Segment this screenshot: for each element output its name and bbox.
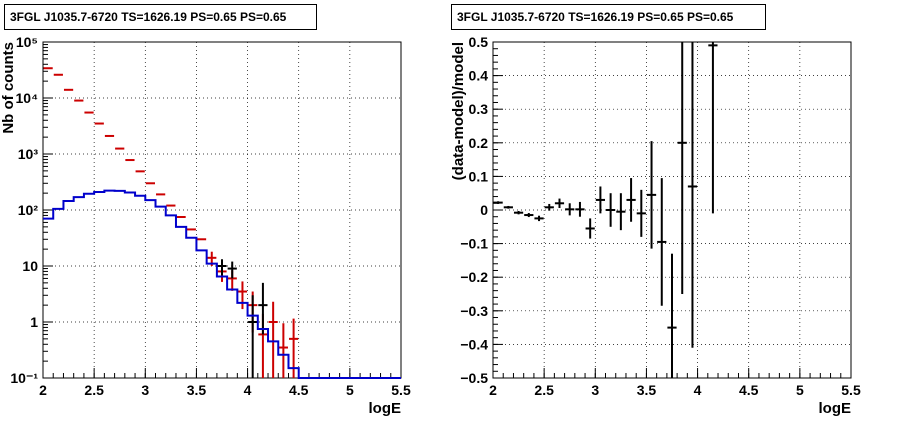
y-axis-label: (data-model)/model xyxy=(450,42,467,180)
residuals-plot: 2 2.5 3 3.5 4 4.5 5 5.5 −0.5 −0.4 −0.3 −0.2 −0.1 0 0.1… xyxy=(450,34,861,417)
right-plot-title: 3FGL J1035.7-6720 TS=1626.19 PS=0.65 PS=… xyxy=(451,4,766,30)
x-tick-label: 3 xyxy=(141,382,149,398)
x-tick-label: 3.5 xyxy=(187,382,207,398)
y-tick-label: 0.3 xyxy=(469,101,489,117)
x-tick-label: 5 xyxy=(346,382,354,398)
left-plot-title: 3FGL J1035.7-6720 TS=1626.19 PS=0.65 PS=… xyxy=(4,4,317,30)
y-tick-label: 10³ xyxy=(18,146,39,162)
x-tick-label: 4 xyxy=(244,382,252,398)
y-tick-label: −0.3 xyxy=(460,303,488,319)
y-tick-label: 10 xyxy=(22,258,38,274)
x-tick-label: 5.5 xyxy=(391,382,411,398)
x-tick-label: 4.5 xyxy=(289,382,309,398)
x-tick-label: 4 xyxy=(694,382,702,398)
x-tick-label: 2.5 xyxy=(534,382,554,398)
y-axis-label: Nb of counts xyxy=(0,42,17,134)
y-tick-label: −0.5 xyxy=(460,370,488,386)
y-tick-label: 0.4 xyxy=(469,68,489,84)
y-tick-label: −0.2 xyxy=(460,269,488,285)
counts-plot: 2 2.5 3 3.5 4 4.5 5 5.5 10⁻¹ 1 10 10² 10³ 10⁴ 10⁵ logE N… xyxy=(0,34,411,417)
y-tick-label: 10² xyxy=(18,202,39,218)
x-tick-label: 2 xyxy=(489,382,497,398)
x-tick-label: 4.5 xyxy=(739,382,759,398)
x-tick-label: 5 xyxy=(796,382,804,398)
y-tick-label: 10⁵ xyxy=(16,34,38,50)
model-step-line xyxy=(43,189,401,379)
y-tick-label: 0 xyxy=(480,202,488,218)
x-tick-label: 2.5 xyxy=(84,382,104,398)
x-tick-label: 3 xyxy=(591,382,599,398)
x-tick-label: 3.5 xyxy=(637,382,657,398)
y-tick-label: 1 xyxy=(30,314,38,330)
x-axis-label: logE xyxy=(369,400,402,417)
y-tick-label: 0.1 xyxy=(469,168,489,184)
x-axis-label: logE xyxy=(819,400,852,417)
y-tick-label: −0.4 xyxy=(460,336,488,352)
y-tick-label: 0.2 xyxy=(469,135,489,151)
plot-frame xyxy=(42,41,402,379)
x-tick-label: 5.5 xyxy=(841,382,861,398)
y-tick-label: 0.5 xyxy=(469,34,489,50)
y-tick-label: −0.1 xyxy=(460,236,488,252)
y-tick-label: 10⁻¹ xyxy=(10,370,38,386)
y-tick-label: 10⁴ xyxy=(16,90,39,106)
x-tick-label: 2 xyxy=(39,382,47,398)
